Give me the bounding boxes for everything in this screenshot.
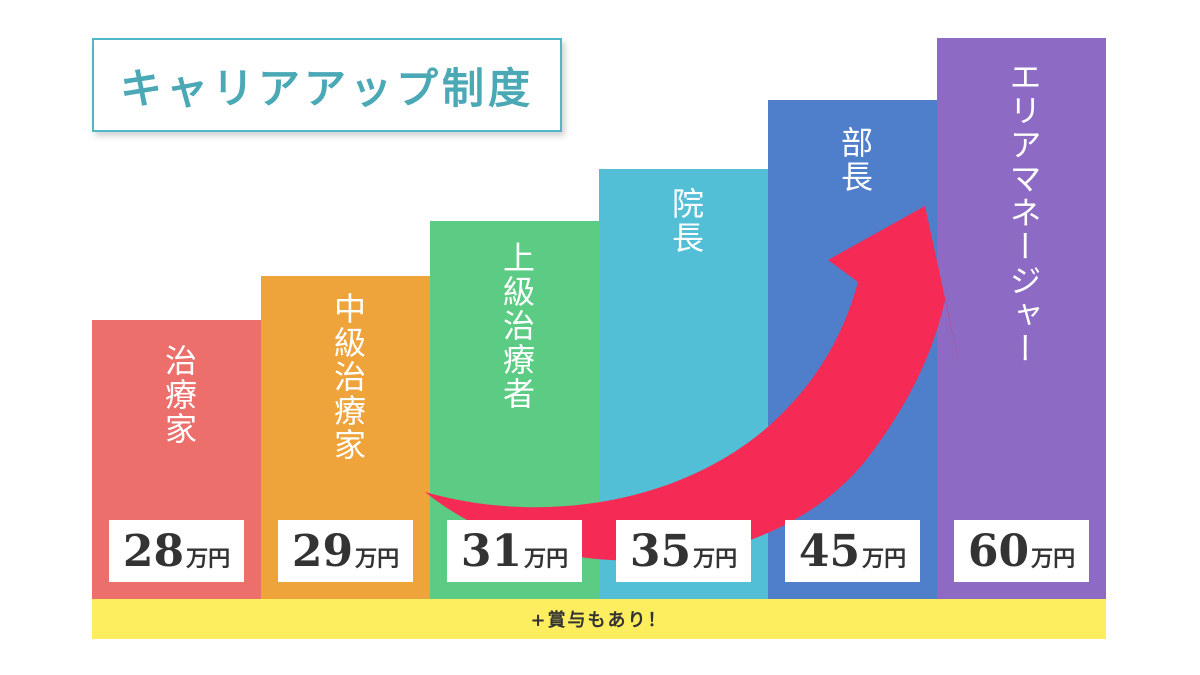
salary-value: 29	[291, 526, 354, 577]
salary-unit: 万円	[355, 546, 400, 572]
salary-box: 28 万円	[109, 520, 244, 582]
title-box: キャリアアップ制度	[92, 38, 562, 132]
bonus-note: +賞与もあり！	[530, 610, 668, 631]
bar-label: 中級治療家	[329, 292, 367, 462]
salary-unit: 万円	[186, 546, 231, 572]
salary-value: 28	[122, 526, 185, 577]
salary-unit: 万円	[524, 546, 569, 572]
bar-label: 部長	[836, 126, 874, 194]
salary-value: 35	[629, 526, 692, 577]
salary-box: 60 万円	[954, 520, 1089, 582]
chart-title: キャリアアップ制度	[119, 63, 534, 113]
bar-label: エリアマネージャー	[1004, 60, 1043, 366]
salary-unit: 万円	[693, 546, 738, 572]
bar-label: 院長	[667, 187, 705, 255]
salary-value: 45	[798, 526, 861, 577]
salary-value: 60	[967, 526, 1030, 577]
bar-label: 治療家	[160, 344, 198, 446]
salary-box: 45 万円	[785, 520, 920, 582]
salary-box: 29 万円	[278, 520, 413, 582]
salary-unit: 万円	[862, 546, 907, 572]
bar-6: エリアマネージャー	[937, 38, 1106, 599]
salary-box: 31 万円	[447, 520, 582, 582]
salary-box: 35 万円	[616, 520, 751, 582]
salary-unit: 万円	[1031, 546, 1076, 572]
salary-value: 31	[460, 526, 523, 577]
bonus-bar: +賞与もあり！	[92, 599, 1106, 639]
bar-label: 上級治療者	[498, 241, 536, 411]
